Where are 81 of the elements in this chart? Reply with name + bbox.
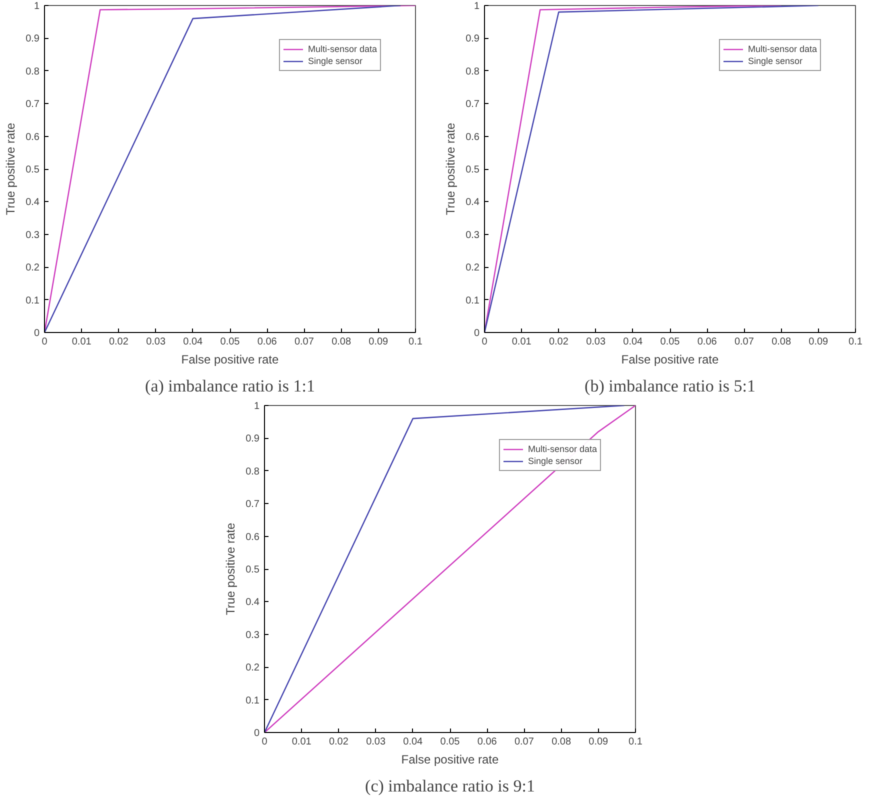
x-tick-label: 0.08 [552,736,572,748]
x-tick-label: 0.05 [440,736,460,748]
y-tick-label: 0.7 [466,99,480,110]
y-tick-label: 0.2 [246,662,260,674]
y-axis-title: True positive rate [444,122,458,216]
x-tick-label: 0 [262,736,268,748]
x-tick-label: 0.01 [512,336,532,348]
x-tick-label: 0.09 [368,336,389,348]
y-tick-label: 1 [474,1,480,12]
x-tick-label: 0.02 [108,336,129,348]
x-tick-label: 0.06 [477,736,498,748]
x-tick-label: 0.05 [220,336,240,348]
x-tick-label: 0.04 [403,736,424,748]
legend-label: Single sensor [748,55,803,67]
x-tick-label: 0.03 [366,736,386,748]
text: (c) imbalance ratio is 9:1 [365,776,535,796]
y-tick-label: 0 [34,328,40,339]
y-tick-label: 0.7 [246,499,260,510]
y-tick-label: 0.8 [466,66,480,78]
x-tick-label: 0.05 [660,336,680,348]
y-tick-label: 0.7 [26,99,40,110]
y-tick-label: 0.5 [26,164,40,176]
x-tick-label: 0.1 [408,336,423,348]
x-axis-title: False positive rate [181,352,280,366]
x-axis-title: False positive rate [401,752,500,766]
legend-label: Single sensor [308,55,363,67]
y-tick-label: 0.4 [466,197,480,208]
x-tick-label: 0.07 [294,336,314,348]
y-tick-label: 1 [34,1,40,12]
x-tick-label: 0.06 [257,336,278,348]
x-tick-label: 0.1 [628,736,643,748]
x-tick-label: 0.04 [183,336,204,348]
y-tick-label: 0.4 [26,197,40,208]
x-tick-label: 0.09 [588,736,609,748]
y-tick-label: 0 [254,728,260,739]
text: (a) imbalance ratio is 1:1 [145,376,315,396]
x-axis-title: False positive rate [621,352,720,366]
x-tick-label: 0.02 [548,336,569,348]
x-tick-label: 0.01 [72,336,92,348]
y-tick-label: 0.5 [246,564,260,576]
x-tick-label: 0.02 [328,736,349,748]
y-tick-label: 0.6 [466,132,480,143]
text: (b) imbalance ratio is 5:1 [584,376,756,396]
x-tick-label: 0.06 [697,336,718,348]
x-tick-label: 0.08 [332,336,352,348]
y-tick-label: 0.1 [466,295,480,306]
y-tick-label: 0 [474,328,480,339]
x-tick-label: 0 [482,336,488,348]
x-tick-label: 0.08 [772,336,792,348]
y-tick-label: 1 [254,401,260,412]
y-tick-label: 0.1 [26,295,40,306]
y-tick-label: 0.3 [246,630,260,641]
y-tick-label: 0.9 [26,34,40,45]
y-tick-label: 0.8 [26,66,40,78]
x-tick-label: 0.09 [808,336,829,348]
y-tick-label: 0.8 [246,466,260,478]
x-tick-label: 0.01 [292,736,312,748]
y-tick-label: 0.6 [246,532,260,543]
x-tick-label: 0.07 [514,736,534,748]
y-tick-label: 0.9 [466,34,480,45]
legend-label: Multi-sensor data [748,43,817,55]
y-tick-label: 0.2 [466,262,480,274]
x-tick-label: 0.1 [848,336,863,348]
x-tick-label: 0.04 [623,336,644,348]
y-tick-label: 0.1 [246,695,260,706]
y-tick-label: 0.2 [26,262,40,274]
y-axis-title: True positive rate [4,122,18,216]
y-tick-label: 0.5 [466,164,480,176]
y-tick-label: 0.3 [466,230,480,241]
legend-label: Multi-sensor data [308,43,377,55]
y-tick-label: 0.6 [26,132,40,143]
legend-label: Single sensor [528,455,583,467]
y-tick-label: 0.4 [246,597,260,608]
y-tick-label: 0.3 [26,230,40,241]
legend-label: Multi-sensor data [528,443,597,455]
x-tick-label: 0.07 [734,336,754,348]
y-tick-label: 0.9 [246,434,260,445]
x-tick-label: 0 [42,336,48,348]
x-tick-label: 0.03 [146,336,166,348]
y-axis-title: True positive rate [224,522,238,616]
x-tick-label: 0.03 [586,336,606,348]
